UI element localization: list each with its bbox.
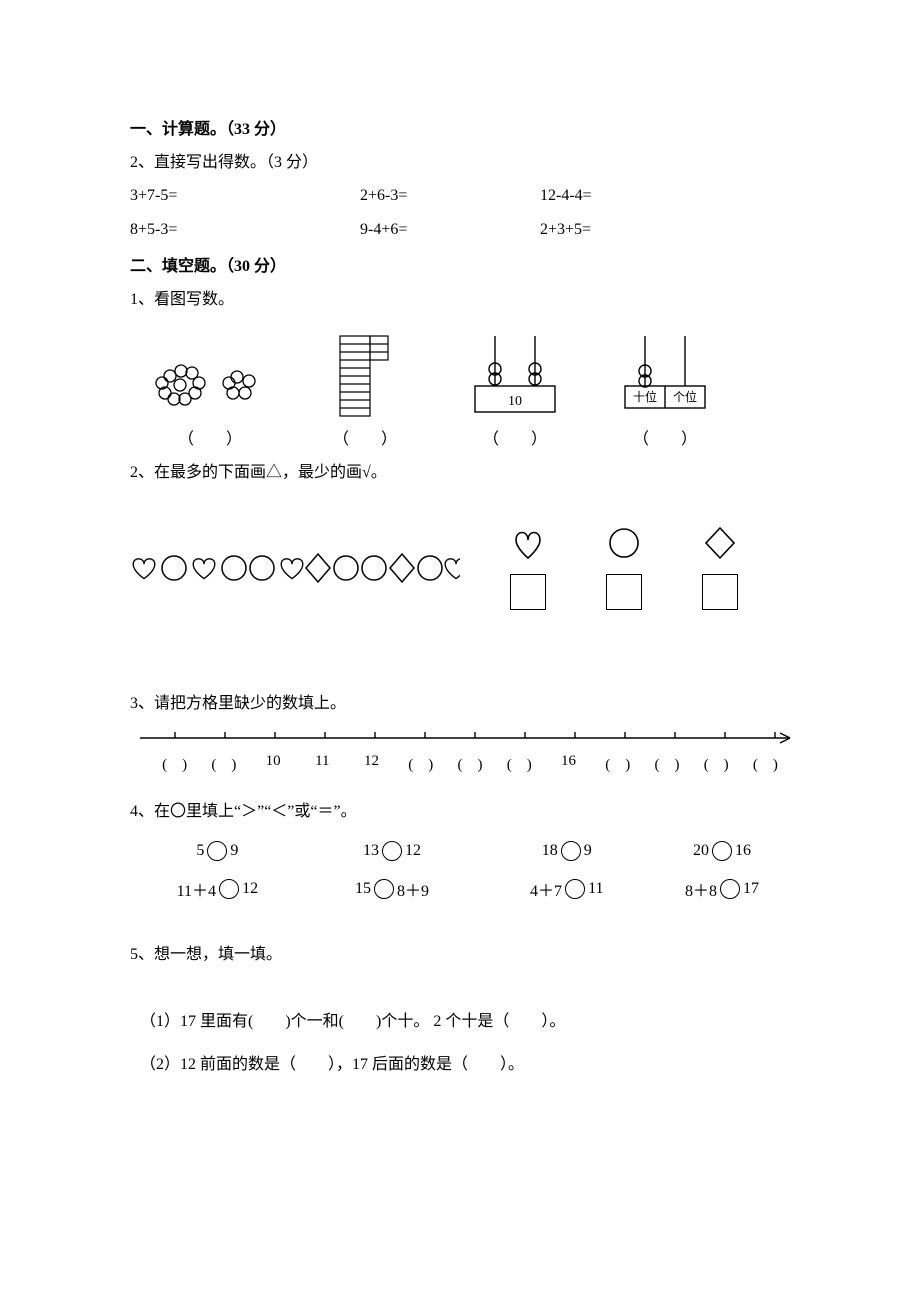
cmp-right: 17 [743,880,759,898]
shape-sequence-icon [130,548,460,588]
cmp-right: 9 [584,842,592,860]
section1-sub: 2、直接写出得数。（3 分） [130,149,790,176]
stacked-rects-icon [330,331,400,421]
cmp-right: 16 [735,842,751,860]
q1-fig-4: 十位 个位 [590,331,740,421]
q3-label: 3、请把方格里缺少的数填上。 [130,690,790,717]
cmp-left: 20 [693,842,709,860]
section2-title: 二、填空题。（30 分） [130,253,790,280]
calc-row-2: 8+5-3= 9-4+6= 2+3+5= [130,216,790,243]
calc-2a: 8+5-3= [130,216,360,243]
q4-2a: 11＋4 12 [130,877,305,901]
q4-1b: 13 12 [305,841,480,861]
nl-7: ( ) [495,753,544,774]
q3-numberline: ( ) ( ) 10 11 12 ( ) ( ) ( ) 16 ( ) ( ) … [130,724,790,774]
q2-label: 2、在最多的下面画△，最少的画√。 [130,459,790,486]
q4-1c: 18 9 [479,841,654,861]
calc-1a: 3+7-5= [130,182,360,209]
numberline-icon [130,724,810,746]
nl-8: 16 [544,753,593,774]
nl-12: ( ) [741,753,790,774]
q1-fig-2 [290,331,440,421]
nl-1: ( ) [199,753,248,774]
cmp-left: 5 [196,842,204,860]
cmp-right: 8＋9 [397,877,429,901]
nl-4: 12 [347,753,396,774]
q1-figures: 10 十位 个位 [130,331,790,421]
compare-circle[interactable] [565,879,585,899]
worksheet-page: 一、计算题。（33 分） 2、直接写出得数。（3 分） 3+7-5= 2+6-3… [0,0,920,1302]
compare-circle[interactable] [374,879,394,899]
nl-5: ( ) [396,753,445,774]
cmp-left: 18 [542,842,558,860]
answer-box[interactable] [702,574,738,610]
q5-line1: （1）17 里面有( )个一和( )个十。 2 个十是（ ）。 [130,1008,790,1035]
circle-icon [606,526,642,560]
compare-circle[interactable] [561,841,581,861]
q2-shape-sequence [130,548,460,588]
circle-cluster-icon [145,341,275,421]
compare-circle[interactable] [712,841,732,861]
q2-col-heart [510,526,546,610]
q2-row [130,526,790,610]
q1-blanks-row: （ ） （ ） （ ） （ ） [130,425,790,449]
cmp-right: 12 [405,842,421,860]
cmp-left: 4＋7 [530,877,562,901]
heart-icon [510,526,546,560]
q3-labels: ( ) ( ) 10 11 12 ( ) ( ) ( ) 16 ( ) ( ) … [150,753,790,774]
nl-2: 10 [248,753,297,774]
cmp-left: 8＋8 [685,877,717,901]
q5-label: 5、想一想，填一填。 [130,941,790,968]
cmp-left: 15 [355,880,371,898]
q1-blank-1: （ ） [130,425,290,449]
q1-blank-2: （ ） [290,425,440,449]
abacus2-ones-label: 个位 [673,389,697,404]
q4-1d: 2016 [654,841,790,861]
q5-line2: （2）12 前面的数是（ ），17 后面的数是（ ）。 [130,1051,790,1078]
q4-1a: 59 [130,841,305,861]
q1-label: 1、看图写数。 [130,286,790,313]
nl-9: ( ) [593,753,642,774]
answer-box[interactable] [606,574,642,610]
answer-box[interactable] [510,574,546,610]
q4-label: 4、在〇里填上“＞”“＜”或“＝”。 [130,798,790,825]
q1-blank-4: （ ） [590,425,740,449]
cmp-left: 13 [363,842,379,860]
calc-2b: 9-4+6= [360,216,540,243]
counter-number: 10 [508,394,522,409]
abacus2-tens-label: 十位 [633,389,657,404]
abacus1-icon: 10 [460,331,570,421]
calc-1b: 2+6-3= [360,182,540,209]
q1-blank-3: （ ） [440,425,590,449]
nl-6: ( ) [445,753,494,774]
q4-2b: 15 8＋9 [305,877,480,901]
q4-2d: 8＋8 17 [654,877,790,901]
q4-row2: 11＋4 12 15 8＋9 4＋7 11 8＋8 17 [130,877,790,901]
compare-circle[interactable] [720,879,740,899]
nl-11: ( ) [692,753,741,774]
nl-0: ( ) [150,753,199,774]
nl-3: 11 [298,753,347,774]
calc-1c: 12-4-4= [540,182,680,209]
calc-row-1: 3+7-5= 2+6-3= 12-4-4= [130,182,790,209]
diamond-icon [702,526,738,560]
q2-answer-cols [510,526,738,610]
section1-title: 一、计算题。（33 分） [130,116,790,143]
compare-circle[interactable] [382,841,402,861]
compare-circle[interactable] [219,879,239,899]
q1-fig-1 [130,341,290,421]
cmp-left: 11＋4 [177,877,216,901]
nl-10: ( ) [642,753,691,774]
cmp-right: 12 [242,880,258,898]
compare-circle[interactable] [207,841,227,861]
q2-col-circle [606,526,642,610]
cmp-right: 11 [588,880,603,898]
abacus2-icon: 十位 个位 [610,331,720,421]
q2-col-diamond [702,526,738,610]
calc-2c: 2+3+5= [540,216,680,243]
cmp-right: 9 [230,842,238,860]
q4-2c: 4＋7 11 [479,877,654,901]
q1-fig-3: 10 [440,331,590,421]
q4-row1: 59 1312 189 2016 [130,841,790,861]
